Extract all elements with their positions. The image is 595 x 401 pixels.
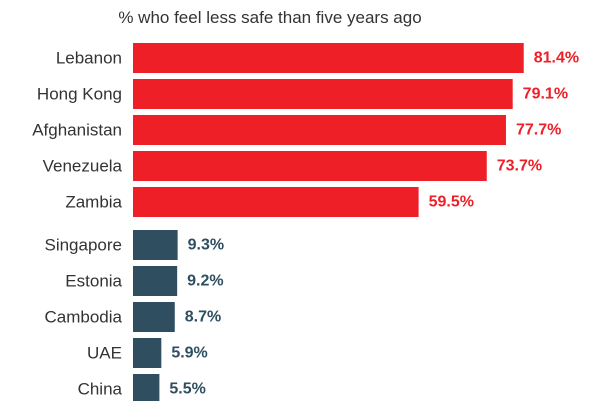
bar-cambodia: [133, 302, 175, 332]
value-label-zambia: 59.5%: [429, 194, 474, 211]
bar-hong-kong: [133, 79, 513, 109]
category-label-lebanon: Lebanon: [56, 49, 122, 68]
value-label-uae: 5.9%: [171, 345, 207, 362]
category-label-cambodia: Cambodia: [45, 308, 123, 327]
bar-lebanon: [133, 43, 524, 73]
value-label-china: 5.5%: [169, 381, 205, 398]
category-label-zambia: Zambia: [65, 193, 122, 212]
bar-venezuela: [133, 151, 487, 181]
value-label-lebanon: 81.4%: [534, 50, 579, 67]
value-label-cambodia: 8.7%: [185, 309, 221, 326]
value-label-singapore: 9.3%: [188, 237, 224, 254]
category-label-uae: UAE: [87, 344, 122, 363]
category-label-estonia: Estonia: [65, 272, 122, 291]
value-label-venezuela: 73.7%: [497, 158, 542, 175]
bar-singapore: [133, 230, 178, 260]
category-label-venezuela: Venezuela: [43, 157, 123, 176]
bar-afghanistan: [133, 115, 506, 145]
bar-zambia: [133, 187, 419, 217]
value-label-hong-kong: 79.1%: [523, 86, 568, 103]
bar-estonia: [133, 266, 178, 296]
category-label-china: China: [78, 380, 123, 399]
bar-uae: [133, 338, 162, 368]
chart-title: % who feel less safe than five years ago: [118, 8, 422, 27]
value-label-estonia: 9.2%: [187, 273, 223, 290]
category-label-hong-kong: Hong Kong: [37, 85, 122, 104]
category-label-singapore: Singapore: [44, 236, 122, 255]
value-label-afghanistan: 77.7%: [516, 122, 561, 139]
bar-china: [133, 374, 160, 401]
category-label-afghanistan: Afghanistan: [32, 121, 122, 140]
